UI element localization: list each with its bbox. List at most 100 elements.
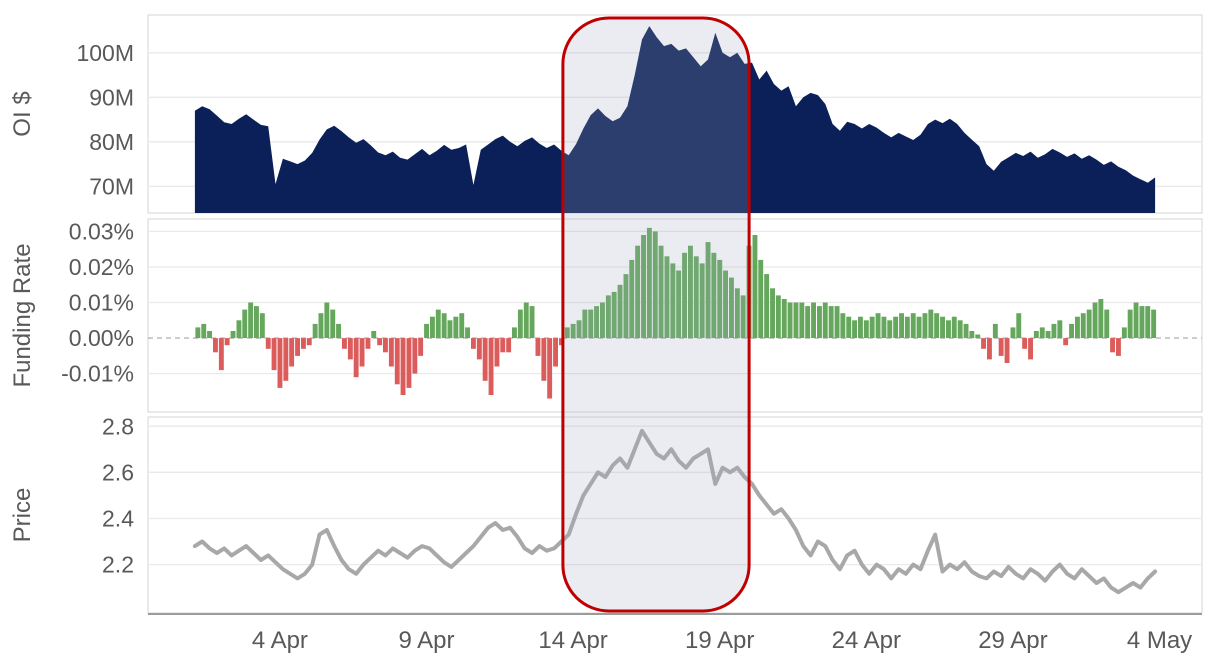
funding-rate-bar (981, 338, 986, 349)
funding-rate-bar (781, 299, 787, 339)
funding-rate-bar (412, 338, 418, 374)
funding-rate-bar (453, 316, 459, 338)
oi-y-tick-label: 80M (89, 129, 134, 155)
funding-rate-bar (793, 302, 799, 338)
funding-rate-bar (330, 309, 336, 338)
funding-rate-bar (254, 306, 259, 339)
funding-rate-bar (406, 338, 412, 388)
funding-rate-bar (611, 291, 617, 339)
funding-rate-bar (875, 313, 881, 339)
funding-rate-bar (764, 274, 770, 339)
funding-rate-bar (306, 338, 312, 346)
funding-rate-bar (1063, 338, 1069, 346)
funding-rate-bar (582, 309, 588, 338)
funding-rate-bar (570, 323, 576, 339)
funding-rate-bar (817, 306, 822, 339)
funding-rate-bar (400, 338, 406, 395)
funding-rate-bar (682, 252, 687, 339)
funding-rate-bar (377, 338, 383, 346)
funding-rate-bar (1110, 338, 1115, 353)
funding-rate-bar (934, 313, 940, 339)
funding-rate-bar (858, 316, 863, 338)
funding-rate-bar (770, 288, 775, 339)
funding-rate-bar (1010, 327, 1016, 339)
funding-rate-bar (359, 338, 365, 367)
funding-rate-bar (523, 302, 529, 338)
funding-rate-bar (758, 259, 764, 339)
funding-rate-bar (201, 323, 207, 339)
funding-y-tick-label: 0.00% (69, 325, 134, 351)
funding-rate-bar (213, 338, 218, 353)
funding-rate-bar (529, 306, 535, 339)
funding-rate-bar (1039, 327, 1045, 339)
funding-rate-bar (517, 309, 523, 338)
funding-rate-bar (430, 316, 435, 338)
funding-rate-bar (635, 245, 641, 339)
funding-rate-bar (312, 323, 318, 339)
x-tick-label: 4 Apr (252, 627, 308, 654)
funding-rate-bar (881, 316, 887, 338)
funding-rate-bar (1051, 323, 1057, 339)
funding-rate-bar (1022, 338, 1028, 349)
funding-rate-bar (353, 338, 359, 378)
funding-rate-bar (928, 309, 934, 338)
x-tick-label: 9 Apr (398, 627, 454, 654)
price-y-tick-label: 2.8 (102, 413, 134, 439)
funding-rate-bar (277, 338, 283, 388)
funding-rate-bar (840, 313, 846, 339)
x-tick-label: 29 Apr (978, 627, 1047, 654)
funding-rate-bar (658, 245, 664, 339)
funding-rate-bar (623, 274, 629, 339)
price-axis-title: Price (9, 488, 36, 543)
funding-rate-bar (488, 338, 494, 395)
funding-rate-bar (899, 313, 904, 339)
funding-rate-bar (828, 306, 834, 339)
funding-rate-bar (987, 338, 992, 360)
funding-rate-bar (729, 277, 734, 338)
funding-rate-bar (295, 338, 300, 356)
funding-rate-bar (418, 338, 424, 356)
funding-rate-bar (588, 309, 594, 338)
funding-rate-bar (805, 306, 811, 339)
funding-rate-bar (711, 252, 717, 339)
funding-rate-bar (600, 302, 605, 338)
funding-rate-bar (424, 323, 429, 339)
price-y-tick-label: 2.4 (102, 506, 134, 532)
funding-rate-bar (553, 338, 558, 367)
funding-rate-bar (670, 263, 676, 338)
funding-rate-bar (459, 313, 465, 339)
funding-rate-bar (975, 334, 981, 339)
x-tick-label: 4 May (1127, 627, 1192, 654)
price-y-tick-label: 2.2 (102, 552, 134, 578)
funding-rate-bar (904, 316, 910, 338)
funding-rate-bar (547, 338, 553, 399)
funding-rate-bar (271, 338, 277, 371)
funding-rate-bar (224, 338, 230, 346)
funding-rate-bar (476, 338, 482, 360)
funding-rate-bar (435, 309, 441, 338)
x-tick-label: 19 Apr (685, 627, 754, 654)
funding-rate-bar (324, 302, 330, 338)
funding-rate-bar (822, 302, 828, 338)
funding-rate-bar (1098, 299, 1104, 339)
funding-rate-bar (775, 295, 781, 339)
funding-rate-bar (869, 316, 875, 338)
funding-rate-bar (195, 327, 201, 339)
funding-rate-bar (605, 295, 611, 339)
funding-rate-bar (629, 259, 635, 339)
funding-rate-bar (752, 235, 758, 339)
funding-axis-title: Funding Rate (9, 243, 36, 387)
funding-rate-bar (441, 313, 447, 339)
oi-axis-title: OI $ (9, 91, 36, 136)
funding-rate-bar (388, 338, 394, 367)
funding-rate-bar (1139, 306, 1145, 339)
funding-rate-bar (992, 323, 998, 339)
funding-rate-bar (248, 302, 254, 338)
funding-rate-bar (957, 320, 963, 339)
funding-rate-bar (365, 338, 371, 349)
funding-rate-bar (1145, 306, 1151, 339)
funding-rate-bar (1069, 323, 1074, 339)
funding-rate-bar (734, 288, 740, 339)
